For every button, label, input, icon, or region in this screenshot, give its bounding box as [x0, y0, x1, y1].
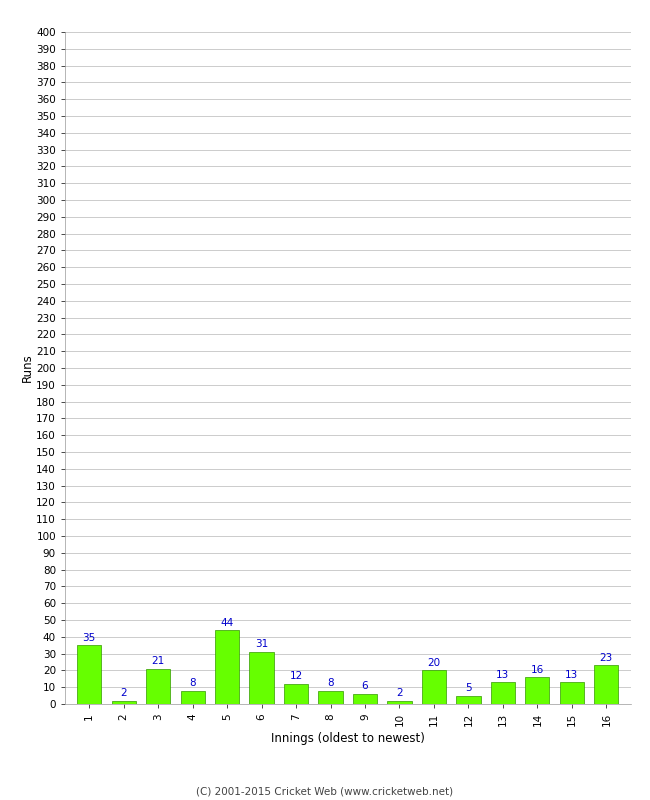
Text: 23: 23	[600, 653, 613, 663]
Bar	[77, 645, 101, 704]
Bar	[353, 694, 377, 704]
Text: 12: 12	[289, 671, 303, 682]
Text: 2: 2	[120, 688, 127, 698]
Text: 6: 6	[361, 682, 369, 691]
Text: 13: 13	[566, 670, 578, 680]
Text: 2: 2	[396, 688, 403, 698]
Bar	[146, 669, 170, 704]
Text: 20: 20	[428, 658, 441, 668]
Y-axis label: Runs: Runs	[20, 354, 33, 382]
Bar	[422, 670, 446, 704]
Bar	[456, 695, 480, 704]
Bar	[250, 652, 274, 704]
Text: 31: 31	[255, 639, 268, 650]
Text: 44: 44	[220, 618, 234, 627]
Text: 21: 21	[151, 656, 164, 666]
Bar	[560, 682, 584, 704]
Text: 16: 16	[531, 665, 544, 674]
Text: 8: 8	[189, 678, 196, 688]
Bar	[284, 684, 308, 704]
Bar	[112, 701, 136, 704]
Text: 8: 8	[327, 678, 334, 688]
Bar	[491, 682, 515, 704]
X-axis label: Innings (oldest to newest): Innings (oldest to newest)	[271, 732, 424, 745]
Text: 35: 35	[83, 633, 96, 642]
Bar	[181, 690, 205, 704]
Text: 13: 13	[497, 670, 510, 680]
Bar	[215, 630, 239, 704]
Bar	[318, 690, 343, 704]
Bar	[594, 666, 618, 704]
Text: 5: 5	[465, 683, 472, 693]
Bar	[387, 701, 411, 704]
Bar	[525, 677, 549, 704]
Text: (C) 2001-2015 Cricket Web (www.cricketweb.net): (C) 2001-2015 Cricket Web (www.cricketwe…	[196, 786, 454, 796]
